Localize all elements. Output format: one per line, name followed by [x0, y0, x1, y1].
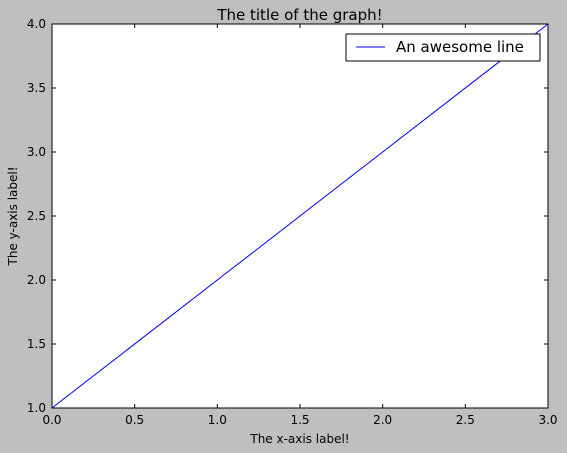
x-tick-label: 0.0: [42, 413, 61, 427]
y-tick-label: 4.0: [27, 17, 46, 31]
y-axis-label: The y-axis label!: [6, 166, 20, 266]
x-axis-label: The x-axis label!: [249, 432, 349, 446]
y-tick-label: 2.5: [27, 209, 46, 223]
y-axis-ticks: 1.0 1.5 2.0 2.5 3.0 3.5 4.0: [27, 17, 548, 415]
y-tick-label: 3.5: [27, 81, 46, 95]
x-axis-ticks: 0.0 0.5 1.0 1.5 2.0 2.5 3.0: [42, 24, 558, 427]
legend-label: An awesome line: [396, 38, 524, 56]
x-tick-label: 3.0: [538, 413, 557, 427]
x-tick-label: 1.0: [208, 413, 227, 427]
x-tick-label: 2.5: [456, 413, 475, 427]
series-line-0: [51, 23, 549, 409]
x-tick-label: 1.5: [290, 413, 309, 427]
x-tick-label: 2.0: [373, 413, 392, 427]
y-tick-label: 2.0: [27, 273, 46, 287]
series-layer: [51, 23, 549, 409]
y-tick-label: 1.5: [27, 337, 46, 351]
legend: An awesome line: [345, 33, 541, 62]
chart-title: The title of the graph!: [216, 6, 382, 24]
y-tick-label: 1.0: [27, 401, 46, 415]
y-tick-label: 3.0: [27, 145, 46, 159]
x-tick-label: 0.5: [125, 413, 144, 427]
